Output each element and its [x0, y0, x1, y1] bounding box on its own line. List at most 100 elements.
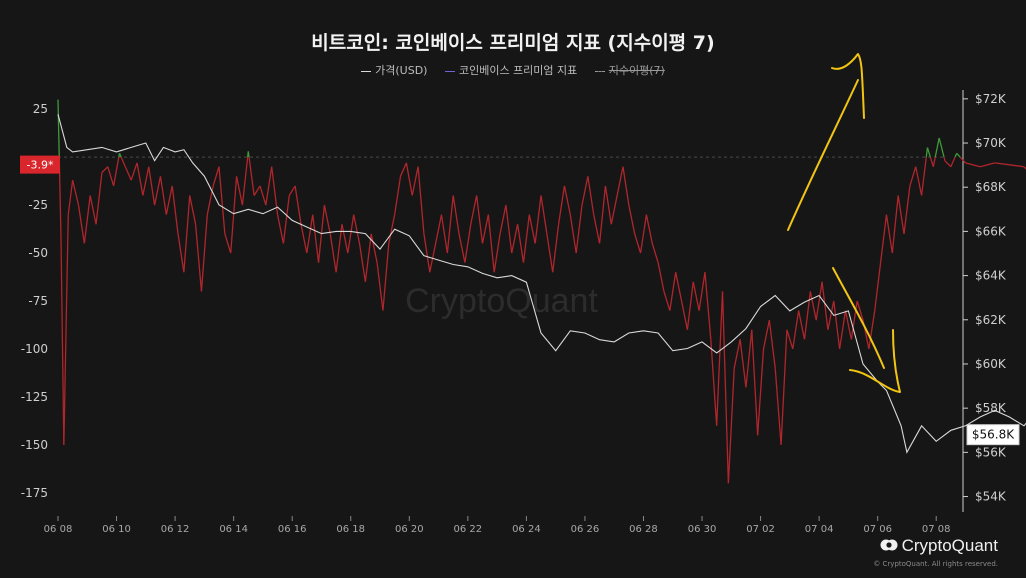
premium-line-segment	[153, 176, 162, 206]
premium-line-segment	[563, 185, 571, 215]
premium-line-segment	[218, 166, 226, 234]
premium-line-segment	[499, 204, 507, 234]
premium-line-segment	[569, 214, 577, 254]
premium-line-segment	[528, 214, 536, 244]
legend-item-ema[interactable]: 지수이평(7)	[594, 62, 665, 78]
premium-line-segment	[446, 195, 454, 254]
premium-line-segment	[67, 180, 74, 215]
premium-line-segment	[83, 195, 91, 244]
premium-line-segment	[120, 156, 126, 167]
premium-line-segment	[364, 233, 372, 282]
premium-line-segment	[639, 214, 648, 254]
premium-line-segment	[557, 185, 566, 225]
premium-line-segment	[675, 272, 683, 302]
premium-line-segment	[417, 166, 425, 234]
premium-line-segment	[300, 224, 308, 254]
premium-line-segment	[165, 185, 173, 215]
premium-line-segment	[130, 162, 138, 181]
premium-line-segment	[979, 162, 995, 168]
premium-line-segment	[248, 157, 255, 196]
x-tick-label: 06 28	[629, 524, 658, 535]
x-tick-label: 06 30	[688, 524, 717, 535]
current-price-badge	[966, 424, 1020, 446]
premium-line-segment	[405, 162, 413, 196]
premium-line-segment	[850, 300, 858, 340]
premium-line-segment-positive	[57, 99, 60, 158]
y-left-tick-label: -100	[21, 342, 48, 356]
premium-line-segment	[768, 320, 776, 369]
brand-name: CryptoQuant	[901, 536, 998, 555]
premium-line-segment	[598, 185, 607, 244]
chart-title: 비트코인: 코인베이스 프리미엄 지표 (지수이평 7)	[311, 32, 715, 54]
premium-line-segment	[552, 224, 560, 273]
premium-line-segment-positive	[247, 151, 250, 158]
annotation-arrowhead-down	[849, 329, 901, 393]
premium-line-segment	[434, 214, 443, 244]
annotation-arrowhead-up	[831, 53, 865, 119]
premium-line-segment	[721, 291, 730, 484]
premium-line-segment	[241, 157, 249, 206]
premium-line-segment	[159, 176, 167, 215]
y-right-tick-label: $60K	[975, 357, 1007, 371]
x-tick-label: 06 10	[102, 524, 131, 535]
premium-line-segment	[716, 291, 724, 426]
x-tick-label: 07 08	[922, 524, 951, 535]
premium-line-segment	[253, 185, 261, 196]
premium-line-segment	[112, 157, 120, 187]
legend-item-premium[interactable]: 코인베이스 프리미엄 지표	[444, 62, 578, 78]
premium-line-segment	[470, 195, 478, 225]
premium-line-segment	[604, 185, 612, 225]
premium-line-segment	[645, 214, 653, 244]
legend-swatch-price	[361, 70, 372, 72]
premium-line-segment	[142, 166, 150, 196]
premium-line-segment	[505, 205, 513, 254]
premium-line-segment	[481, 214, 489, 244]
y-left-tick-label: -175	[21, 486, 48, 500]
premium-line-segment	[903, 185, 911, 234]
premium-line-segment	[698, 272, 706, 311]
premium-line-segment	[282, 195, 290, 244]
premium-line-segment	[200, 214, 208, 292]
premium-line-segment	[353, 214, 361, 244]
premium-line-segment	[329, 233, 337, 273]
premium-line-segment	[762, 320, 770, 350]
premium-line-segment	[710, 339, 718, 426]
premium-line-segment	[897, 195, 905, 234]
premium-line-segment	[965, 162, 981, 168]
premium-line-segment	[879, 214, 888, 263]
premium-line-segment	[235, 176, 244, 206]
premium-line-segment	[516, 224, 525, 263]
premium-line-segment	[803, 291, 811, 340]
premium-line-segment	[792, 310, 800, 350]
premium-line-segment	[815, 281, 823, 321]
premium-line-segment	[452, 195, 460, 234]
premium-line-segment	[511, 224, 519, 254]
premium-line-segment	[680, 300, 689, 330]
y-right-tick-label: $62K	[975, 313, 1007, 327]
premium-line-segment	[394, 176, 402, 215]
y-left-tick-label: -125	[21, 390, 48, 404]
premium-line-segment	[194, 224, 203, 292]
premium-line-segment	[844, 310, 852, 340]
premium-line-segment	[534, 195, 542, 244]
premium-line-segment	[101, 166, 109, 173]
premium-line-segment	[77, 204, 85, 244]
premium-line-segment	[657, 262, 665, 292]
premium-line-segment	[944, 160, 952, 168]
premium-line-segment	[929, 156, 934, 167]
y-left-tick-label: -75	[28, 294, 48, 308]
premium-line-segment	[692, 281, 700, 311]
legend-item-price[interactable]: 가격(USD)	[361, 62, 427, 78]
premium-line-segment	[335, 224, 343, 273]
premium-line-segment	[786, 329, 794, 350]
premium-line-segment	[704, 272, 712, 340]
x-tick-label: 06 18	[336, 524, 365, 535]
premium-line-segment	[423, 233, 431, 273]
premium-line-segment	[148, 166, 156, 206]
premium-line-segment	[663, 291, 671, 311]
legend-label-premium: 코인베이스 프리미엄 지표	[458, 64, 578, 77]
premium-line-segment	[950, 156, 956, 167]
cryptoquant-logo-icon	[880, 539, 898, 551]
premium-line-segment	[780, 329, 788, 445]
premium-line-segment	[370, 233, 378, 263]
